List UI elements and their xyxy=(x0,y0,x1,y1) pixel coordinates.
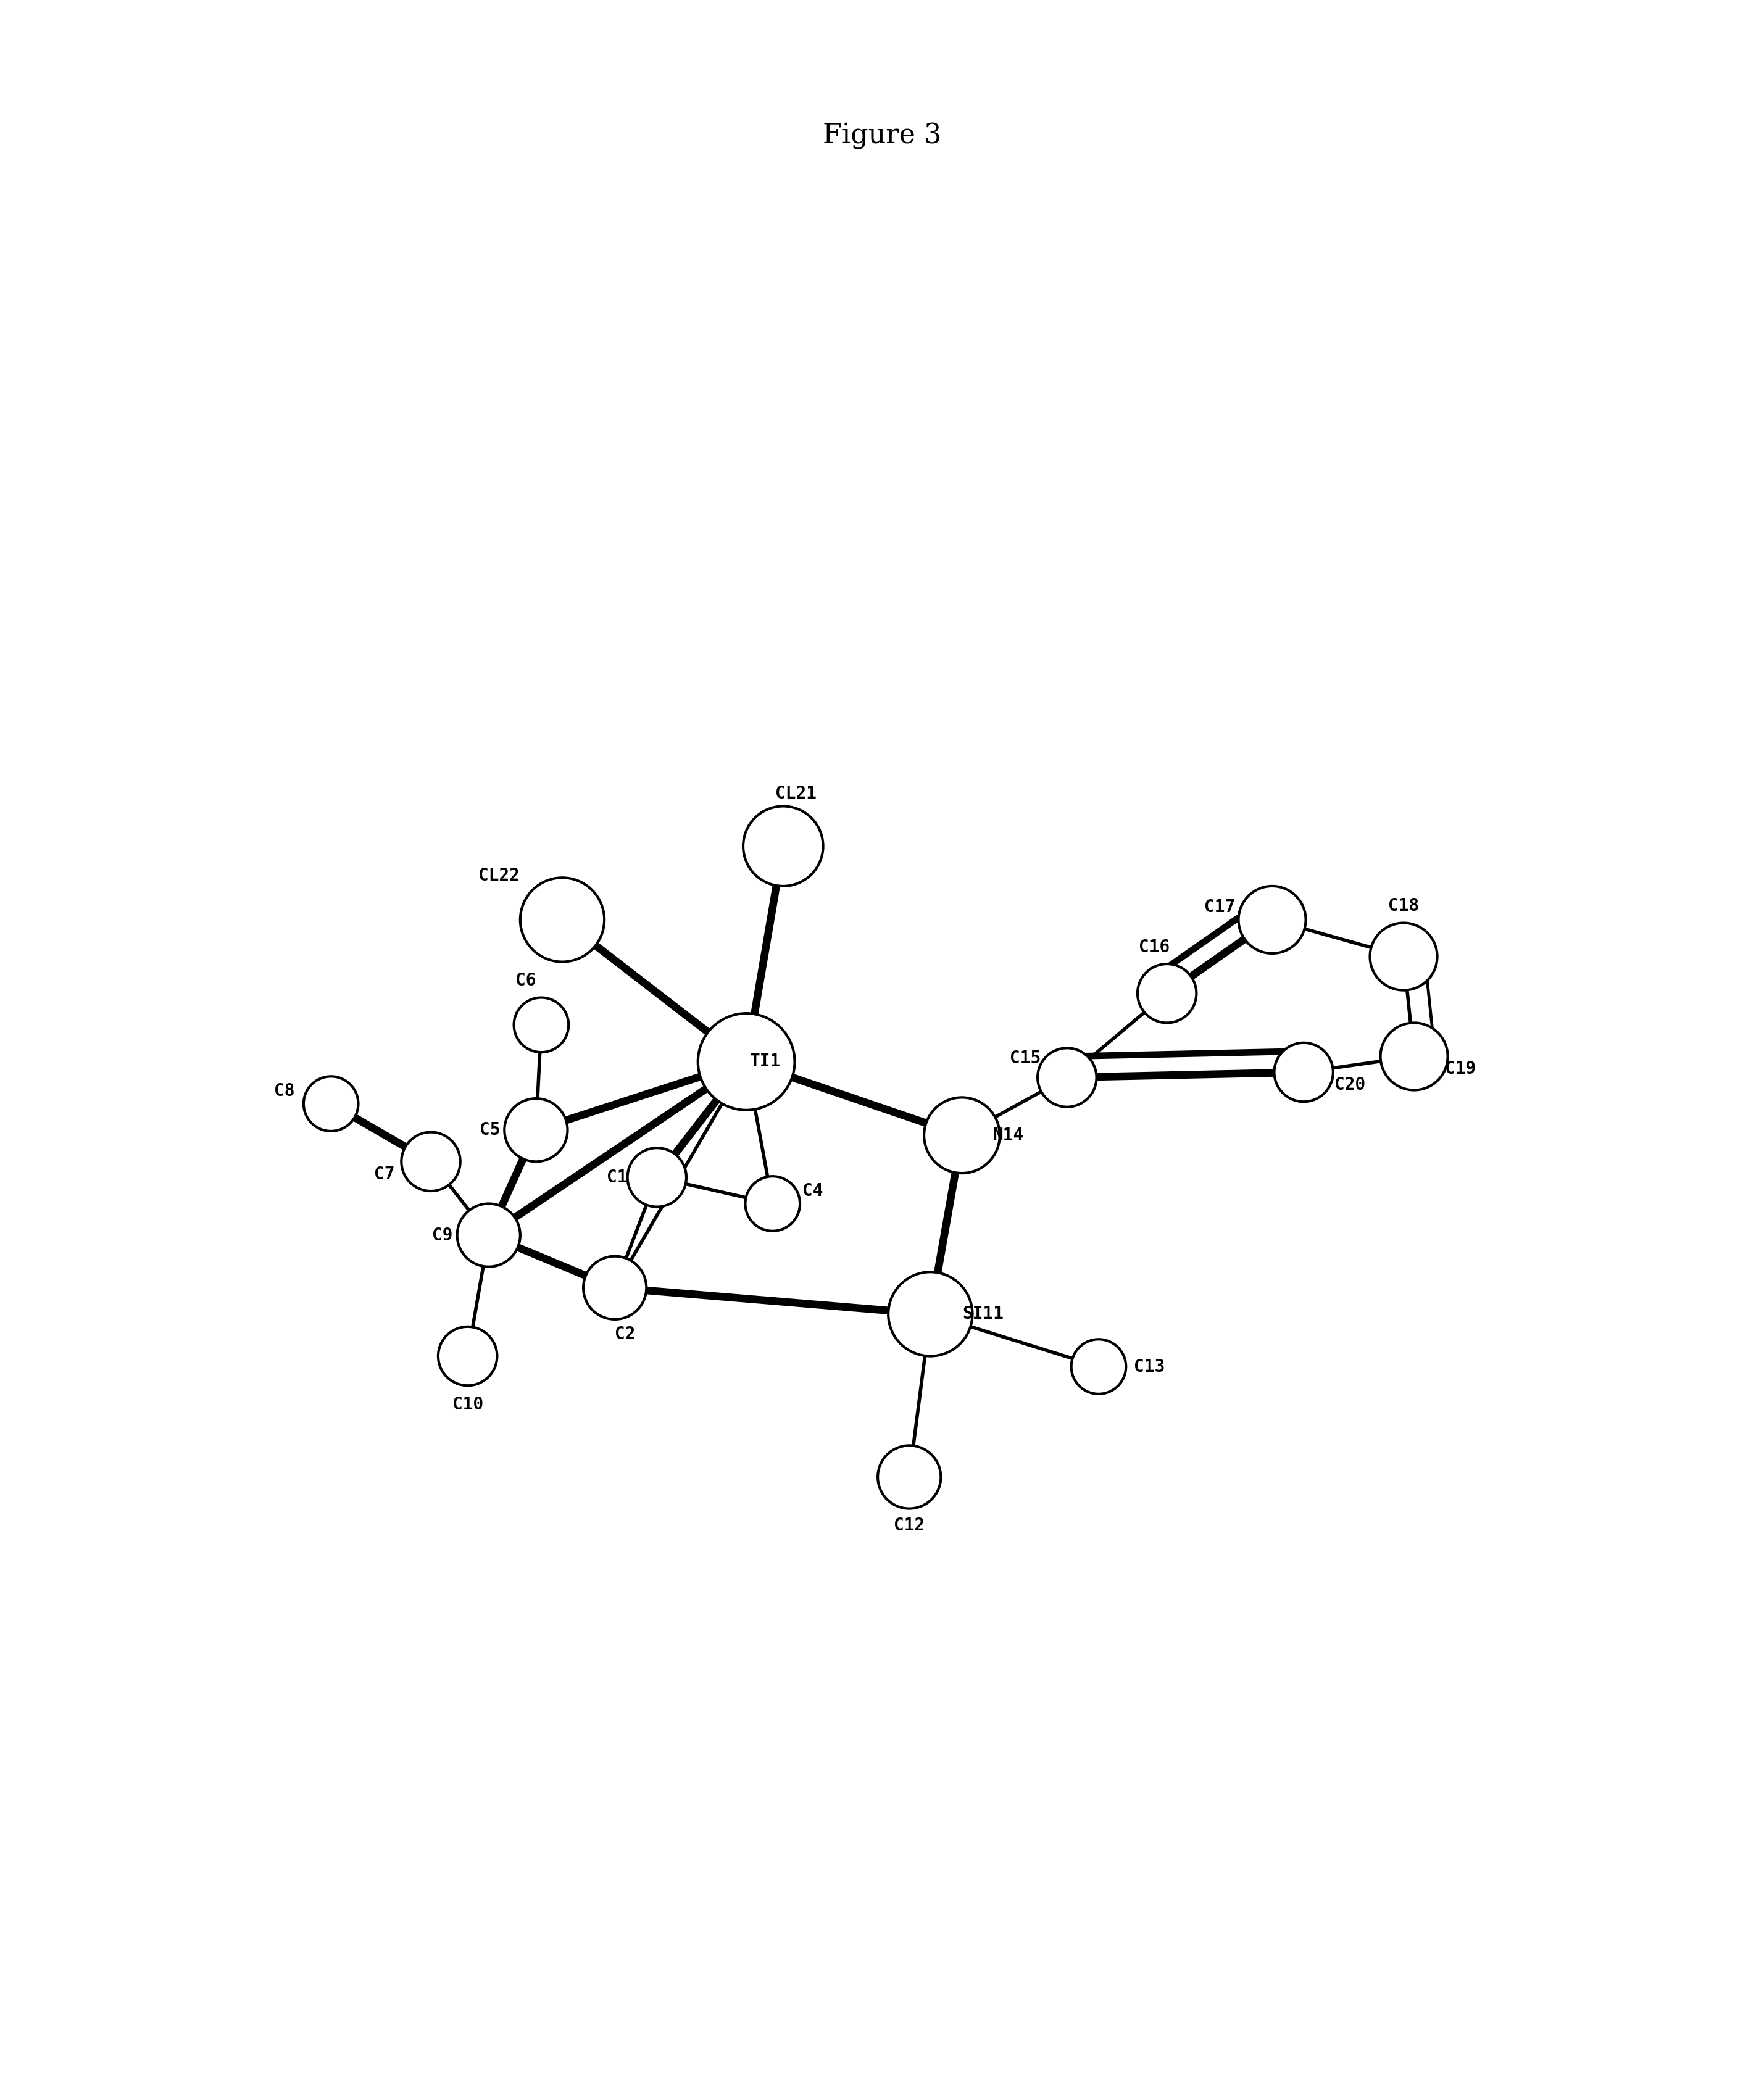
Circle shape xyxy=(889,1272,972,1356)
Text: C17: C17 xyxy=(1205,900,1235,916)
Circle shape xyxy=(303,1077,358,1132)
Text: C20: C20 xyxy=(1334,1075,1365,1094)
Text: C2: C2 xyxy=(616,1326,635,1343)
Text: C8: C8 xyxy=(275,1082,295,1100)
Circle shape xyxy=(513,998,568,1052)
Circle shape xyxy=(1381,1023,1448,1090)
Text: C12: C12 xyxy=(894,1517,924,1533)
Circle shape xyxy=(628,1149,686,1207)
Text: N14: N14 xyxy=(993,1128,1023,1144)
Text: SI11: SI11 xyxy=(961,1305,1004,1322)
Circle shape xyxy=(1071,1339,1125,1393)
Circle shape xyxy=(584,1255,646,1320)
Text: Figure 3: Figure 3 xyxy=(822,123,942,149)
Circle shape xyxy=(1238,887,1305,954)
Circle shape xyxy=(520,879,605,962)
Text: C4: C4 xyxy=(803,1182,822,1199)
Circle shape xyxy=(437,1326,497,1385)
Text: C15: C15 xyxy=(1009,1050,1041,1067)
Text: C1: C1 xyxy=(607,1169,628,1186)
Text: C9: C9 xyxy=(432,1226,453,1245)
Circle shape xyxy=(1371,923,1438,990)
Circle shape xyxy=(1037,1048,1097,1107)
Circle shape xyxy=(924,1098,1000,1174)
Text: C19: C19 xyxy=(1445,1061,1476,1077)
Text: CL22: CL22 xyxy=(478,866,520,885)
Circle shape xyxy=(1274,1042,1334,1102)
Text: C7: C7 xyxy=(374,1165,395,1182)
Text: TI1: TI1 xyxy=(750,1052,781,1071)
Text: C16: C16 xyxy=(1140,939,1170,956)
Circle shape xyxy=(1138,964,1196,1023)
Circle shape xyxy=(402,1132,460,1190)
Circle shape xyxy=(505,1098,568,1161)
Circle shape xyxy=(457,1203,520,1268)
Circle shape xyxy=(878,1446,940,1508)
Text: C13: C13 xyxy=(1134,1358,1164,1374)
Text: CL21: CL21 xyxy=(774,784,817,801)
Text: C6: C6 xyxy=(515,973,536,990)
Text: C18: C18 xyxy=(1388,897,1418,914)
Text: C5: C5 xyxy=(480,1121,499,1138)
Text: C10: C10 xyxy=(452,1395,483,1412)
Circle shape xyxy=(699,1013,796,1111)
Circle shape xyxy=(743,805,824,887)
Circle shape xyxy=(744,1176,799,1230)
